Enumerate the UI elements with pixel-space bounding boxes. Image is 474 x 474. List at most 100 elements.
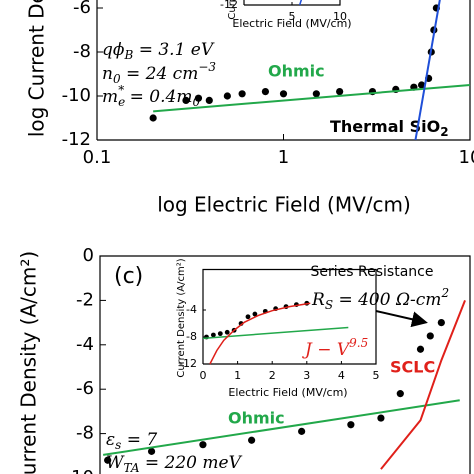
data-point	[417, 81, 426, 89]
y-tick-label: -12	[179, 357, 197, 370]
data-point	[279, 90, 288, 98]
annotation-part: 2	[440, 286, 449, 300]
annotation: WTA = 220 meV	[106, 453, 243, 474]
data-point	[217, 331, 223, 337]
data-point	[426, 332, 434, 340]
y-tick-label: -12	[220, 0, 238, 11]
annotation-part: B	[123, 48, 133, 62]
data-point	[245, 314, 251, 320]
panel-label: (c)	[114, 264, 143, 289]
annotation-part: = 3.1 eV	[133, 40, 215, 60]
arrow	[375, 310, 428, 328]
x-tick-label: 1	[278, 147, 289, 168]
x-tick-label: 4	[338, 369, 345, 382]
annotation: J − V9.5	[302, 336, 368, 360]
data-point	[248, 436, 256, 444]
annotation: Thermal SiO2	[330, 117, 449, 139]
axis-frame	[243, 0, 341, 6]
fit-line	[209, 302, 311, 365]
data-point	[205, 96, 213, 104]
fit-line	[414, 0, 441, 141]
annotation-part: 0	[192, 95, 200, 109]
annotation-part: = 220 meV	[140, 453, 243, 473]
fit-line	[153, 84, 471, 113]
x-tick-label: 3	[303, 369, 310, 382]
data-point	[147, 447, 156, 455]
fit-line	[298, 0, 303, 6]
y-axis-label: log Current Density	[25, 0, 49, 137]
annotation: n0 = 24 cm−3	[102, 60, 216, 86]
annotation-part: 0	[113, 72, 121, 86]
data-point	[223, 92, 231, 100]
fit-line	[380, 300, 466, 470]
annotation-part: S	[325, 298, 333, 312]
x-tick-label: 0.1	[83, 147, 112, 168]
annotation-part: = 0.4m	[124, 87, 192, 107]
y-tick-label: -8	[73, 41, 91, 62]
annotation: SCLC	[390, 358, 435, 377]
y-tick-label: -12	[62, 129, 91, 150]
x-tick-label: 1	[234, 369, 241, 382]
y-tick-label: -2	[76, 289, 94, 310]
annotation-part: n	[102, 64, 113, 84]
annotation-part: R	[311, 290, 325, 310]
data-point	[336, 88, 344, 96]
y-tick-label: -6	[73, 0, 91, 18]
y-tick-label: -4	[76, 334, 94, 355]
annotation-part: = 400 Ω-cm	[333, 290, 441, 310]
annotation-part: = 24 cm	[121, 64, 199, 84]
annotation-part: qϕ	[102, 40, 125, 60]
data-point	[194, 94, 203, 102]
x-tick-label: 0	[200, 369, 207, 382]
x-tick-label: 5	[373, 369, 380, 382]
annotation-part: *	[118, 83, 124, 97]
inset-x-label: Electric Field (MV/cm)	[232, 17, 351, 30]
inset-y-label: Current Density (A/cm²)	[176, 258, 187, 377]
data-point	[347, 421, 355, 429]
data-point	[182, 96, 190, 104]
annotation: Ohmic	[268, 62, 325, 81]
annotation-part: s	[115, 438, 121, 452]
annotation-part: e	[118, 95, 125, 109]
x-tick-label: 2	[269, 369, 276, 382]
inset-x-label: Electric Field (MV/cm)	[228, 386, 347, 399]
y-tick-label: -6	[76, 378, 94, 399]
x-axis-label: log Electric Field (MV/cm)	[157, 193, 411, 217]
annotation-part: Thermal SiO	[330, 117, 440, 136]
axis-frame	[99, 255, 471, 474]
fit-line	[102, 399, 460, 456]
annotation-part: ε	[106, 430, 115, 450]
annotation-part: J − V	[302, 340, 351, 360]
annotation: me* = 0.4m0	[102, 83, 200, 109]
data-point	[199, 441, 207, 449]
y-tick-label: -8	[186, 330, 197, 343]
annotation: RS = 400 Ω-cm2	[311, 286, 449, 312]
y-tick-label: -10	[65, 467, 94, 474]
annotation-part: = 7	[121, 430, 157, 450]
annotation: qϕB = 3.1 eV	[102, 40, 215, 62]
annotation: Ohmic	[228, 409, 285, 428]
x-tick-label: 10	[459, 147, 474, 168]
axis-frame	[202, 268, 377, 365]
data-point	[238, 90, 246, 98]
annotation-part: TA	[123, 461, 139, 474]
data-point	[416, 345, 425, 353]
x-tick-label: 10	[333, 10, 347, 23]
data-point	[224, 329, 230, 335]
x-tick-label: 5	[289, 10, 296, 23]
data-point	[104, 456, 112, 464]
y-tick-label: -8	[76, 423, 94, 444]
y-axis-label: Current Density (A/cm²)	[17, 251, 41, 474]
annotation: Series Resistance	[311, 264, 434, 280]
axis-frame	[96, 0, 471, 141]
y-tick-label: 0	[83, 245, 94, 266]
annotation-part: −3	[198, 60, 216, 74]
annotation-part: m	[102, 87, 118, 107]
y-tick-label: -4	[186, 303, 197, 316]
data-point	[210, 332, 216, 338]
data-point	[261, 88, 270, 96]
data-point	[252, 311, 258, 317]
inset-y-label: Current Density (A/cm²)	[227, 0, 238, 20]
fit-line	[202, 326, 349, 340]
